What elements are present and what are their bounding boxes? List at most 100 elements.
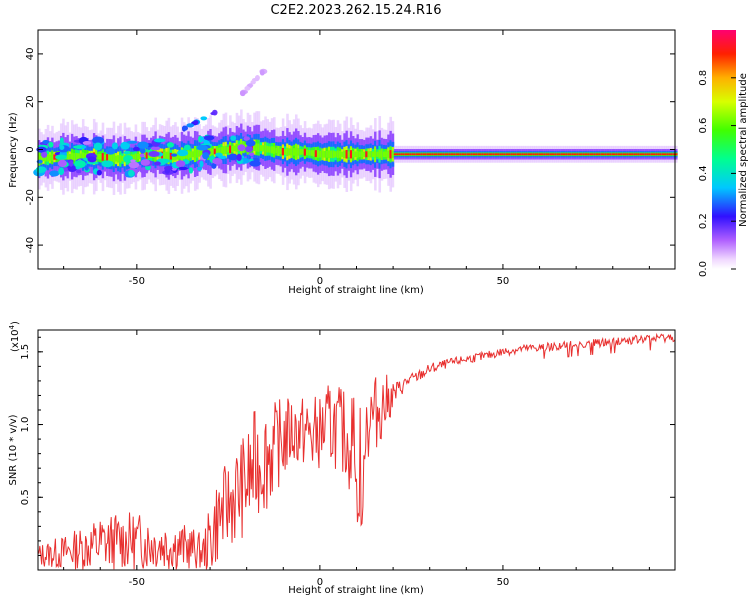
spectrogram-cell (312, 150, 316, 157)
spectrogram-feature (259, 69, 265, 76)
spectrogram-cell (338, 150, 342, 158)
spectrogram-cell (371, 151, 375, 158)
spectrogram-cell (534, 153, 537, 156)
spectrogram-blob (126, 140, 138, 144)
spectrogram-blob (140, 159, 151, 166)
spectrogram-cell (433, 153, 436, 156)
spectrogram-cell (576, 153, 579, 156)
spectrogram-cell (132, 154, 136, 161)
snr-y-tick-label: 0.5 (20, 489, 31, 505)
spectrogram-cell (323, 150, 327, 158)
spectrogram-cell (70, 152, 74, 161)
spectrogram-cell (110, 154, 114, 162)
spectrogram-cell (437, 153, 441, 156)
spectrogram-cell (75, 152, 78, 161)
spectrogram-cell (292, 148, 296, 156)
spectrogram-cell (165, 151, 168, 160)
spectrogram-cell (675, 153, 678, 156)
spectrogram-cell (244, 144, 248, 150)
spectrogram-cell (545, 153, 548, 156)
spectrogram-cell (145, 152, 149, 159)
spectrogram-cell (565, 153, 568, 156)
spectrogram-cell (637, 153, 641, 156)
spectrogram-cell (657, 153, 660, 156)
spectrogram-cell (606, 153, 610, 156)
spectrogram-cell (611, 153, 614, 156)
spectrogram-cell (670, 153, 674, 156)
spectrogram-cell (516, 153, 520, 156)
spectrogram-cell (270, 146, 274, 154)
snr-x-label: Height of straight line (km) (288, 585, 424, 596)
snr-y-tick-label: 1.5 (20, 344, 31, 360)
spectrogram-cell (549, 153, 553, 156)
spectrogram-cell (589, 153, 592, 156)
spectrogram-cell (446, 153, 450, 156)
spectrogram-blob (215, 152, 223, 157)
spectrogram-cell (617, 153, 621, 156)
spectrogram-cell (521, 153, 524, 156)
spectrogram-cell (136, 153, 140, 160)
snr-y-ticks: 0.5 1.0 1.5 (20, 336, 675, 556)
snr-y-tick-label: 1.0 (20, 417, 31, 433)
spectrogram-feature (247, 83, 253, 88)
spectrogram-blob (69, 160, 74, 167)
spectrogram-cell (235, 143, 239, 152)
spectrogram-cell (314, 150, 318, 157)
spectrogram-cell (519, 153, 522, 156)
spectrogram-cell (352, 150, 355, 158)
spectrogram-cell (435, 153, 439, 156)
spectrogram-blob (55, 154, 67, 160)
spectrogram-cell (325, 150, 329, 158)
spectrogram-cell (488, 153, 491, 156)
spectrogram-cell (530, 153, 533, 156)
colorbar-label: Normalized spectral amplitude (738, 73, 749, 227)
spectrogram-cell (661, 153, 665, 156)
spectrogram-cell (97, 154, 100, 160)
spectrogram-cell (187, 150, 190, 160)
spectrogram-cell (407, 153, 410, 156)
spectrogram-blob (164, 165, 173, 171)
spectrogram-cell (73, 153, 76, 161)
spectrogram-cell (620, 153, 623, 156)
spectrogram-cell (229, 145, 232, 154)
spectrogram-cell (174, 152, 177, 161)
spectrogram-cell (380, 151, 384, 158)
spectrogram-cell (233, 145, 237, 152)
spectrogram-cell (273, 146, 276, 154)
spectrogram-blob (67, 165, 77, 172)
spectrogram-cell (294, 147, 298, 157)
spectrogram-cell (114, 155, 118, 162)
spectrogram-feature (186, 123, 195, 128)
spectrogram-blob (48, 141, 54, 148)
spectrogram-blob (132, 146, 140, 152)
spectrogram-cell (231, 145, 234, 152)
spectrogram-cell (77, 153, 81, 161)
spectrogram-cell (470, 153, 474, 156)
spectrogram-cell (551, 153, 555, 156)
spectrogram-blob (199, 136, 205, 142)
spectrogram-blob (212, 158, 223, 165)
spectrogram-blob (128, 161, 140, 169)
spectrogram-cell (382, 151, 386, 158)
spectrogram-cell (587, 153, 590, 156)
spectrogram-cell (580, 153, 584, 156)
spectrogram-cell (391, 150, 395, 159)
spectrogram-cell (644, 153, 647, 156)
spectrogram-cell (633, 153, 636, 156)
spectrogram-cell (319, 150, 322, 158)
spectrogram-cell (492, 153, 496, 156)
spectrogram-blob (161, 158, 170, 164)
spectrogram-cell (497, 153, 500, 156)
spectrogram-cell (510, 153, 513, 156)
spectrogram-cell (525, 153, 529, 156)
snr-background (38, 330, 675, 570)
spectrogram-blob (76, 169, 82, 174)
colorbar-tick-label: 0.4 (698, 165, 709, 181)
spectrogram-cell (220, 147, 223, 154)
spectrogram-blob (237, 144, 246, 152)
spectrogram-cell (297, 148, 300, 156)
spectrogram-blob (87, 161, 99, 165)
spectrogram-cell (356, 150, 360, 158)
spectrogram-cell (367, 151, 371, 158)
snr-panel: -50 0 50 0.5 1.0 1.5 Height of straight line… (8, 321, 676, 596)
